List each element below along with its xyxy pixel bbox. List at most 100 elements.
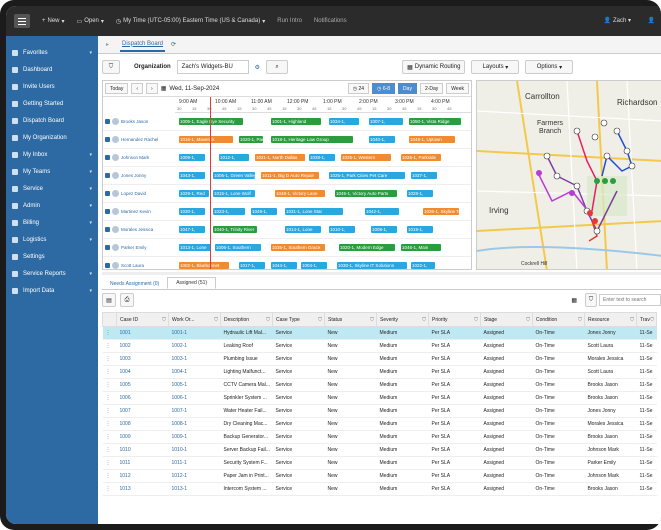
appointment-bar[interactable]: 1009-1, xyxy=(179,154,205,161)
sidebar-item-getting-started[interactable]: Getting Started xyxy=(6,95,98,112)
appointment-bar[interactable]: 1025-1, Western xyxy=(341,154,391,161)
resource-row[interactable]: Parker Emily xyxy=(103,239,175,257)
appointment-bar[interactable]: 1026-1, Parkside xyxy=(401,154,441,161)
table-row[interactable]: ⋮ 1012 1012-1 Paper Jam in Print... Service N… xyxy=(102,469,657,483)
column-filter-icon[interactable]: ⛉ xyxy=(266,316,270,323)
column-header[interactable]: Case Type ⛉ xyxy=(272,312,325,327)
column-filter-icon[interactable]: ⛉ xyxy=(578,316,582,323)
resource-row[interactable]: Morales Jessica xyxy=(103,221,175,239)
appointment-bar[interactable]: 1043-1, xyxy=(179,172,205,179)
sidebar-item-billing[interactable]: Billing ▾ xyxy=(6,214,98,231)
column-header[interactable]: Severity ⛉ xyxy=(376,312,429,327)
appointment-bar[interactable]: 1017-1, xyxy=(239,262,265,269)
sidebar-item-dashboard[interactable]: Dashboard xyxy=(6,61,98,78)
table-cell[interactable]: 1009 xyxy=(116,430,169,444)
row-menu-icon[interactable]: ⋮ xyxy=(102,391,117,405)
mode-68-button[interactable]: ◷ 6-8 xyxy=(372,83,396,94)
table-row[interactable]: ⋮ 1003 1003-1 Plumbing Issue Service New Mediu… xyxy=(102,352,657,366)
table-row[interactable]: ⋮ 1013 1013-1 Intercom System ... Service New… xyxy=(102,482,657,496)
appointment-bar[interactable]: 1002-1, Bluebonnet xyxy=(179,262,229,269)
next-button[interactable]: › xyxy=(146,83,158,94)
table-cell[interactable]: 1004 xyxy=(116,365,169,379)
row-menu-icon[interactable]: ⋮ xyxy=(102,443,117,457)
resource-row[interactable]: Jones Jonny xyxy=(103,167,175,185)
sidebar-item-service[interactable]: Service ▾ xyxy=(6,180,98,197)
dynamic-routing-button[interactable]: ▦ Dynamic Routing xyxy=(402,60,466,74)
appointment-bar[interactable]: 1021-1, North Dallas xyxy=(255,154,305,161)
table-cell[interactable]: 1008-1 xyxy=(168,417,221,431)
column-filter-icon[interactable]: ⛉ xyxy=(526,316,530,323)
table-row[interactable]: ⋮ 1007 1007-1 Water Heater Fail... Service Ne… xyxy=(102,404,657,418)
grid-filter-button[interactable]: ⛉ xyxy=(585,293,597,307)
org-input[interactable]: Zach's Widgets-BU xyxy=(176,60,249,74)
column-filter-icon[interactable]: ⛉ xyxy=(162,316,166,323)
org-picker-icon[interactable]: ⚙ xyxy=(254,64,261,71)
pane-splitter[interactable] xyxy=(102,272,661,275)
checkbox-icon[interactable] xyxy=(105,155,110,160)
column-filter-icon[interactable]: ⛉ xyxy=(318,316,322,323)
notifications-link[interactable]: Notifications xyxy=(313,18,347,24)
appointment-bar[interactable]: 1011-1, Big D Auto Repair xyxy=(261,172,319,179)
checkbox-icon[interactable] xyxy=(105,119,110,124)
table-cell[interactable]: 1011 xyxy=(116,456,169,470)
export-button[interactable]: ▤ xyxy=(102,293,116,307)
appointment-bar[interactable]: 1037-1, xyxy=(411,172,437,179)
table-row[interactable]: ⋮ 1006 1006-1 Sprinkler System ... Service Ne… xyxy=(102,391,657,405)
column-header[interactable]: Resource ⛉ xyxy=(584,312,637,327)
open-menu[interactable]: ▭ Open ▾ xyxy=(76,18,104,25)
column-header[interactable]: Case ID ⛉ xyxy=(116,312,169,327)
tab-assigned[interactable]: Assigned (51) xyxy=(167,277,217,289)
new-menu[interactable]: + New ▾ xyxy=(42,18,65,25)
appointment-bar[interactable]: 1049-1, xyxy=(251,208,277,215)
row-menu-icon[interactable]: ⋮ xyxy=(102,482,117,496)
appointment-bar[interactable]: 1006-1, Green Valley xyxy=(213,172,255,179)
search-button[interactable]: ⌕ xyxy=(266,60,289,74)
timezone-menu[interactable]: ◷ My Time (UTC-05:00) Eastern Time (US &… xyxy=(115,18,266,25)
sidebar-item-import-data[interactable]: Import Data ▾ xyxy=(6,282,98,299)
day-view-button[interactable]: Day xyxy=(398,83,417,94)
table-cell[interactable]: 1002 xyxy=(116,339,169,353)
appointment-bar[interactable]: 1016-1, Maverick xyxy=(179,136,233,143)
row-menu-icon[interactable]: ⋮ xyxy=(102,378,117,392)
today-button[interactable]: Today xyxy=(105,83,129,94)
table-row[interactable]: ⋮ 1001 1001-1 Hydraulic Lift Mal... Service N… xyxy=(102,326,657,340)
appointment-bar[interactable]: 1018-1, Heritage Law Group xyxy=(271,136,353,143)
user-menu[interactable]: 👤 Zach ▾ xyxy=(603,18,631,24)
table-cell[interactable]: 1005-1 xyxy=(168,378,221,392)
refresh-icon[interactable]: ⟳ xyxy=(171,42,177,48)
column-header[interactable]: Description ⛉ xyxy=(220,312,273,327)
hamburger-icon[interactable] xyxy=(14,14,30,28)
appointment-bar[interactable]: 1047-1, xyxy=(179,226,205,233)
row-menu-icon[interactable]: ⋮ xyxy=(102,352,117,366)
table-cell[interactable]: 1003-1 xyxy=(168,352,221,366)
column-filter-icon[interactable]: ⛉ xyxy=(650,316,654,323)
table-row[interactable]: ⋮ 1002 1002-1 Leaking Roof Service New Medium P… xyxy=(102,339,657,353)
row-menu-icon[interactable]: ⋮ xyxy=(102,365,117,379)
run-intro-link[interactable]: Run Intro xyxy=(277,18,302,24)
appointment-bar[interactable]: 1044-1, xyxy=(271,262,297,269)
column-filter-icon[interactable]: ⛉ xyxy=(214,316,218,323)
appointment-bar[interactable]: 1020-1, Park xyxy=(239,136,263,143)
table-cell[interactable]: 1004-1 xyxy=(168,365,221,379)
prev-button[interactable]: ‹ xyxy=(131,83,144,94)
appointment-bar[interactable]: 1035-1, Southern Grace xyxy=(271,244,325,251)
mode-24-button[interactable]: ◷ 24 xyxy=(347,83,370,94)
table-cell[interactable]: 1013-1 xyxy=(168,482,221,496)
sidebar-item-settings[interactable]: Settings xyxy=(6,248,98,265)
tab-needs-assignment[interactable]: Needs Assignment (0) xyxy=(110,281,160,287)
table-cell[interactable]: 1007 xyxy=(116,404,169,418)
table-cell[interactable]: 1012-1 xyxy=(168,469,221,483)
row-menu-icon[interactable]: ⋮ xyxy=(102,326,117,340)
checkbox-icon[interactable] xyxy=(105,227,110,232)
appointment-bar[interactable]: 1040-1, xyxy=(369,136,395,143)
checkbox-icon[interactable] xyxy=(105,263,110,268)
row-menu-icon[interactable]: ⋮ xyxy=(102,469,117,483)
column-header[interactable]: Work Or... ⛉ xyxy=(168,312,221,327)
sidebar-item-favorites[interactable]: Favorites ▾ xyxy=(6,44,98,61)
appointment-bar[interactable]: 1008-1, xyxy=(371,226,397,233)
checkbox-icon[interactable] xyxy=(105,245,110,250)
row-menu-icon[interactable]: ⋮ xyxy=(102,404,117,418)
checkbox-icon[interactable] xyxy=(105,137,110,142)
columns-icon[interactable]: ▦ xyxy=(571,297,577,304)
appointment-bar[interactable]: 1014-1, Lone xyxy=(285,226,321,233)
